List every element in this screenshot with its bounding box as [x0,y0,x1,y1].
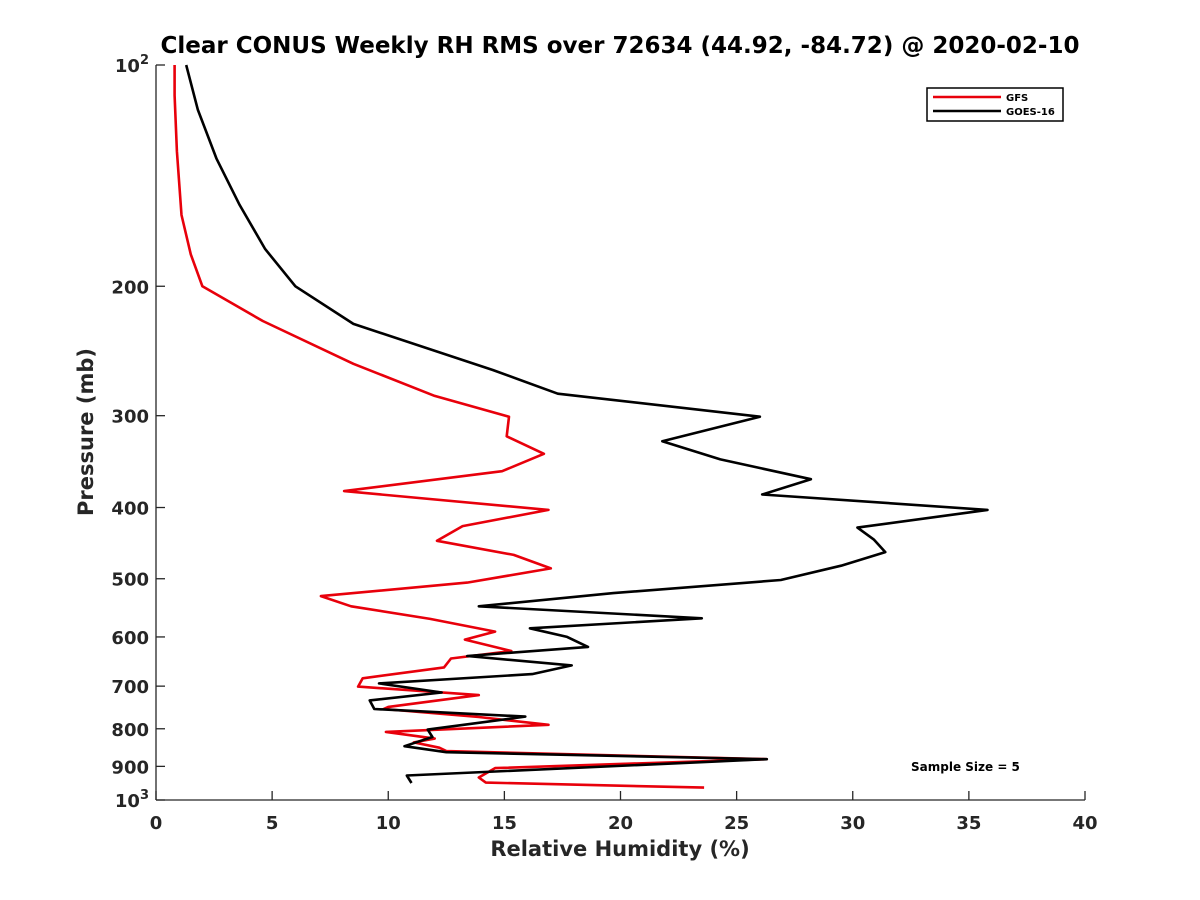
y-axis-ticks: 102 200 300 400 500 600 700 800 900 103 [111,53,165,812]
legend: GFS GOES-16 [926,87,1064,122]
y-tick-label: 102 [115,53,149,77]
x-tick-label: 35 [956,813,981,834]
x-axis-ticks: 0 5 10 15 20 25 30 35 40 [150,791,1098,834]
chart-title: Clear CONUS Weekly RH RMS over 72634 (44… [161,33,1080,59]
sample-size-annotation: Sample Size = 5 [911,760,1020,774]
y-tick-label: 300 [111,407,149,428]
x-tick-label: 25 [724,813,749,834]
y-tick-label: 103 [115,788,149,812]
x-tick-label: 0 [150,813,163,834]
x-tick-label: 10 [376,813,401,834]
y-tick-label: 900 [111,757,149,778]
x-axis-label: Relative Humidity (%) [490,837,749,861]
series-group [173,64,989,789]
series-line-goes16 [184,64,989,784]
y-tick-label: 800 [111,720,149,741]
y-tick-label: 600 [111,628,149,649]
x-tick-label: 30 [840,813,865,834]
y-axis-label: Pressure (mb) [74,348,98,516]
plot-area: 0 5 10 15 20 25 30 35 40 102 200 300 400 500 600 700 80… [111,53,1097,834]
legend-gfs-label: GFS [1006,93,1028,104]
y-tick-label: 500 [111,570,149,591]
y-tick-label: 400 [111,499,149,520]
legend-box [926,87,1064,122]
y-tick-label: 700 [111,677,149,698]
x-tick-label: 15 [492,813,517,834]
legend-goes16-label: GOES-16 [1006,107,1055,118]
plot-background [156,65,1085,800]
y-tick-label: 200 [111,277,149,298]
x-tick-label: 20 [608,813,633,834]
x-tick-label: 40 [1072,813,1097,834]
x-tick-label: 5 [266,813,279,834]
